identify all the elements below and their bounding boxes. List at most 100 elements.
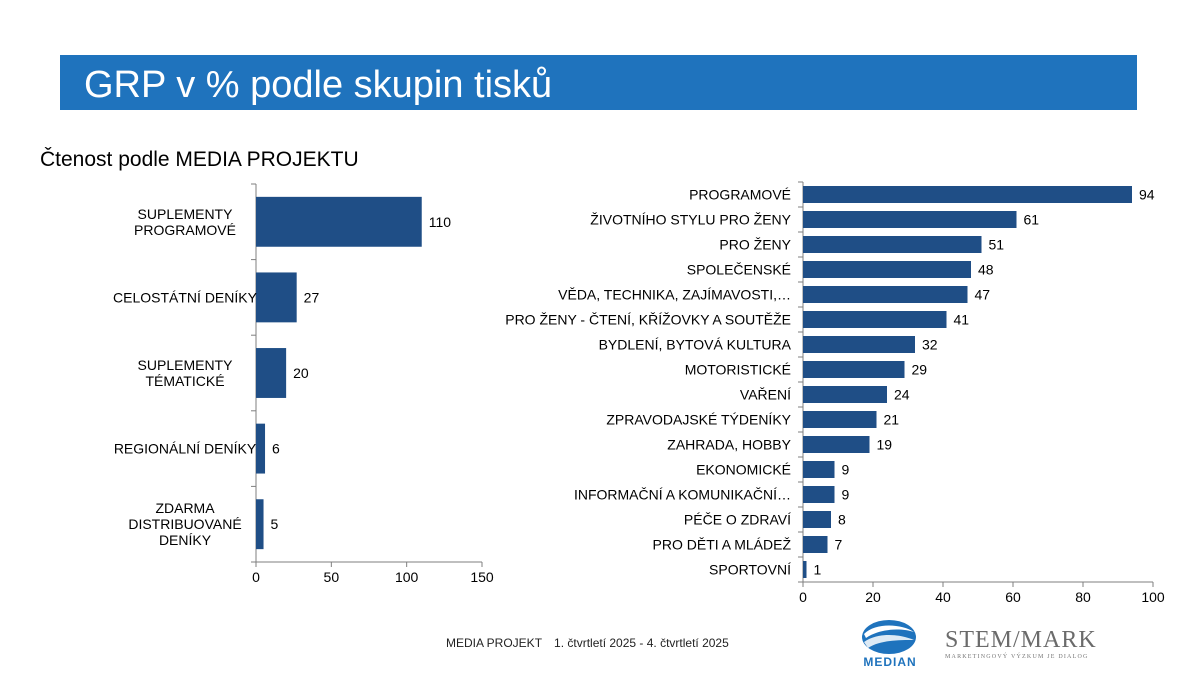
median-logo-text: MEDIAN: [863, 655, 917, 669]
right-value-label: 47: [975, 287, 991, 303]
footer-period: 1. čtvrtletí 2025 - 4. čtvrtletí 2025: [554, 636, 729, 650]
left-category-label: ZDARMA DISTRIBUOVANÉ DENÍKY: [128, 500, 241, 548]
left-value-label: 110: [429, 214, 452, 230]
right-value-label: 19: [877, 437, 893, 453]
right-bar: [803, 211, 1017, 228]
right-category-label-line: BYDLENÍ, BYTOVÁ KULTURA: [599, 337, 792, 353]
right-category-label-line: PROGRAMOVÉ: [689, 187, 791, 203]
right-value-label: 9: [842, 462, 850, 478]
title-banner: GRP v % podle skupin tisků: [60, 55, 1137, 110]
right-bar: [803, 336, 915, 353]
left-value-label: 5: [271, 516, 279, 532]
left-value-label: 20: [293, 365, 309, 381]
left-category-label: SUPLEMENTY PROGRAMOVÉ: [134, 206, 236, 238]
right-category-label: ŽIVOTNÍHO STYLU PRO ŽENY: [590, 212, 791, 228]
left-x-tick-label: 0: [252, 569, 260, 585]
right-category-label: ZPRAVODAJSKÉ TÝDENÍKY: [606, 412, 791, 428]
right-bar: [803, 311, 947, 328]
footer: MEDIA PROJEKT 1. čtvrtletí 2025 - 4. čtvr…: [446, 636, 741, 650]
right-x-tick-label: 100: [1141, 589, 1165, 605]
right-value-label: 24: [894, 387, 910, 403]
right-category-label-line: ZAHRADA, HOBBY: [667, 437, 791, 453]
right-x-tick-label: 0: [799, 589, 807, 605]
left-bar: [256, 423, 266, 474]
right-category-label-line: PRO ŽENY: [719, 237, 791, 253]
left-category-label-line: CELOSTÁTNÍ DENÍKY: [113, 289, 258, 305]
right-category-label-line: PRO DĚTI A MLÁDEŽ: [653, 537, 792, 553]
page-title: GRP v % podle skupin tisků: [84, 64, 553, 106]
right-category-label: VAŘENÍ: [740, 387, 791, 403]
right-bar: [803, 186, 1132, 203]
left-category-label-line: DISTRIBUOVANÉ: [128, 516, 241, 532]
right-value-label: 7: [835, 537, 843, 553]
right-category-label-line: PÉČE O ZDRAVÍ: [684, 512, 791, 528]
right-category-label-line: ŽIVOTNÍHO STYLU PRO ŽENY: [590, 212, 791, 228]
right-value-label: 29: [912, 362, 928, 378]
right-value-label: 61: [1024, 212, 1040, 228]
right-category-label: SPORTOVNÍ: [709, 562, 791, 578]
right-category-label: VĚDA, TECHNIKA, ZAJÍMAVOSTI,…: [558, 287, 791, 303]
right-bar: [803, 236, 982, 253]
right-category-label-line: MOTORISTICKÉ: [685, 362, 791, 378]
right-category-label: PRO DĚTI A MLÁDEŽ: [653, 537, 792, 553]
right-category-label-line: VĚDA, TECHNIKA, ZAJÍMAVOSTI,…: [558, 287, 791, 303]
right-x-tick-label: 40: [935, 589, 951, 605]
right-bar: [803, 461, 835, 478]
left-category-label: SUPLEMENTY TÉMATICKÉ: [138, 357, 234, 389]
left-value-label: 27: [304, 289, 320, 305]
left-category-label-line: REGIONÁLNÍ DENÍKY: [114, 441, 257, 457]
right-category-label-line: SPOLEČENSKÉ: [687, 262, 791, 278]
right-value-label: 41: [954, 312, 970, 328]
right-category-label-line: EKONOMICKÉ: [696, 462, 791, 478]
left-category-label: CELOSTÁTNÍ DENÍKY: [113, 289, 258, 305]
right-value-label: 1: [814, 562, 822, 578]
left-category-label-line: SUPLEMENTY: [138, 206, 234, 222]
right-category-label-line: PRO ŽENY - ČTENÍ, KŘÍŽOVKY A SOUTĚŽE: [505, 312, 791, 328]
right-x-tick-label: 60: [1005, 589, 1021, 605]
right-category-label: SPOLEČENSKÉ: [687, 262, 791, 278]
stem-logo-tagline: MARKETINGOVÝ VÝZKUM JE DIALOG: [945, 654, 1089, 660]
right-value-label: 8: [838, 512, 846, 528]
left-bar: [256, 348, 287, 398]
right-bar: [803, 411, 877, 428]
chart-subtitle: Čtenost podle MEDIA PROJEKTU: [40, 148, 359, 171]
right-category-label: PRO ŽENY: [719, 237, 791, 253]
right-category-label: EKONOMICKÉ: [696, 462, 791, 478]
right-bar: [803, 361, 905, 378]
right-category-label: BYDLENÍ, BYTOVÁ KULTURA: [599, 337, 792, 353]
right-category-label-line: SPORTOVNÍ: [709, 562, 791, 578]
right-category-label: PÉČE O ZDRAVÍ: [684, 512, 791, 528]
left-category-label-line: TÉMATICKÉ: [145, 373, 224, 389]
right-value-label: 48: [978, 262, 994, 278]
left-x-tick-label: 150: [470, 569, 494, 585]
right-bar: [803, 511, 831, 528]
right-value-label: 94: [1139, 187, 1155, 203]
left-category-label-line: ZDARMA: [155, 500, 215, 516]
right-bar: [803, 386, 887, 403]
right-category-label-line: VAŘENÍ: [740, 387, 791, 403]
median-swirl-logo-icon: [862, 620, 916, 654]
right-category-label-line: ZPRAVODAJSKÉ TÝDENÍKY: [606, 412, 791, 428]
right-category-label: INFORMAČNÍ A KOMUNIKAČNÍ…: [574, 487, 791, 503]
stem-mark-logo: STEM/MARK MARKETINGOVÝ VÝZKUM JE DIALOG: [945, 628, 1110, 668]
left-x-tick-label: 100: [395, 569, 419, 585]
right-value-label: 51: [989, 237, 1005, 253]
right-x-tick-label: 80: [1075, 589, 1091, 605]
footer-source: MEDIA PROJEKT: [446, 636, 543, 650]
left-value-label: 6: [272, 441, 280, 457]
right-category-label: ZAHRADA, HOBBY: [667, 437, 791, 453]
right-category-label: MOTORISTICKÉ: [685, 362, 791, 378]
right-x-tick-label: 20: [865, 589, 881, 605]
right-bar: [803, 261, 971, 278]
left-category-label-line: PROGRAMOVÉ: [134, 222, 236, 238]
left-category-label-line: SUPLEMENTY: [138, 357, 234, 373]
right-bar: [803, 536, 828, 553]
left-category-label-line: DENÍKY: [159, 532, 212, 548]
right-category-label: PROGRAMOVÉ: [689, 187, 791, 203]
right-category-label-line: INFORMAČNÍ A KOMUNIKAČNÍ…: [574, 487, 791, 503]
right-bar: [803, 561, 807, 578]
left-category-label: REGIONÁLNÍ DENÍKY: [114, 441, 257, 457]
left-bar: [256, 272, 297, 323]
